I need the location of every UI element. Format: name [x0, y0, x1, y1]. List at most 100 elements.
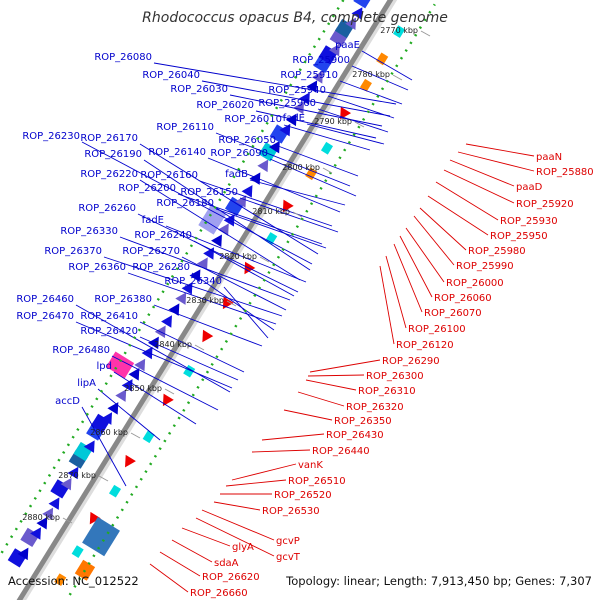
- topology-text: Topology: linear; Length: 7,913,450 bp; …: [285, 574, 592, 588]
- forward-gene-arrow: [257, 159, 269, 173]
- reverse-label-leader: [181, 527, 231, 547]
- kbp-tick-label: 2790 kbp: [314, 117, 352, 126]
- reverse-gene-block: [359, 78, 372, 92]
- reverse-gene-label: ROP_26310: [358, 386, 416, 397]
- map-title: Rhodococcus opacus B4, complete genome: [142, 10, 448, 26]
- forward-gene-label: paaE: [335, 40, 360, 51]
- forward-label-leader: [255, 110, 377, 139]
- forward-gene-arrow: [115, 389, 127, 402]
- forward-gene-arrow: [328, 43, 340, 57]
- forward-gene-arrow: [235, 195, 247, 208]
- kbp-tick-label: 2810 kbp: [252, 207, 290, 216]
- forward-gene-arrow: [279, 123, 291, 137]
- forward-gene-arrow: [241, 185, 253, 198]
- forward-label-leader: [193, 240, 295, 297]
- forward-gene-label: ROP_26460: [16, 294, 74, 305]
- forward-label-leader: [269, 158, 357, 197]
- reverse-gene-block: [305, 167, 318, 181]
- reverse-label-leader: [201, 509, 275, 541]
- kbp-tick-label: 2860 kbp: [90, 428, 128, 437]
- forward-gene-arrow: [268, 140, 280, 154]
- reverse-label-leader: [159, 551, 201, 577]
- forward-label-leader: [111, 355, 219, 411]
- forward-gene-label: ROP_26180: [156, 198, 214, 209]
- reverse-label-leader: [419, 207, 467, 251]
- forward-label-leader: [181, 256, 287, 311]
- forward-label-leader: [103, 256, 283, 317]
- forward-gene-label: ROP_26090: [210, 148, 268, 159]
- reverse-label-leader: [405, 227, 445, 283]
- forward-gene-label: ROP_26030: [170, 84, 228, 95]
- reverse-label-leader: [449, 159, 515, 187]
- reverse-gene-label: paaD: [516, 182, 543, 193]
- reverse-gene-label: ROP_26120: [396, 340, 454, 351]
- reverse-gene-label: vanK: [298, 460, 323, 471]
- reverse-label-leader: [297, 391, 345, 407]
- forward-label-leader: [327, 95, 395, 119]
- kbp-tick-label: 2870 kbp: [58, 471, 96, 480]
- reverse-gene-label: ROP_26320: [346, 402, 404, 413]
- forward-gene-label: ROP_26010: [224, 114, 282, 125]
- reverse-label-leader: [305, 379, 357, 391]
- forward-gene-arrow: [312, 71, 323, 84]
- forward-gene-label: ROP_26140: [148, 147, 206, 158]
- forward-gene-arrow: [128, 368, 140, 381]
- forward-label-leader: [139, 143, 319, 255]
- reverse-label-leader: [149, 563, 189, 593]
- reverse-gene-arrow: [244, 261, 256, 275]
- reverse-gene-label: ROP_25990: [456, 261, 514, 272]
- forward-gene-label: ROP_25960: [258, 98, 316, 109]
- forward-gene-label: ROP_26150: [180, 187, 238, 198]
- forward-gene-label: ROP_26470: [16, 311, 74, 322]
- reverse-gene-block: [265, 232, 278, 245]
- kbp-tick-mark: [194, 344, 205, 351]
- reverse-gene-arrow: [222, 296, 234, 310]
- forward-gene-arrow: [175, 292, 187, 305]
- forward-label-leader: [215, 208, 327, 249]
- forward-gene-label: ROP_26260: [78, 203, 136, 214]
- forward-label-leader: [215, 132, 351, 187]
- forward-label-leader: [249, 179, 346, 206]
- forward-gene-arrow: [60, 477, 72, 491]
- forward-gene-arrow: [42, 507, 54, 521]
- reverse-label-leader: [213, 501, 261, 511]
- reverse-gene-label: ROP_25920: [516, 199, 574, 210]
- reverse-gene-label: ROP_26520: [274, 490, 332, 501]
- forward-gene-block: [353, 0, 373, 9]
- forward-gene-arrow: [107, 402, 119, 415]
- reverse-label-leader: [225, 479, 287, 487]
- reverse-gene-arrow: [282, 199, 294, 213]
- reverse-label-leader: [457, 151, 535, 172]
- forward-label-leader: [113, 371, 197, 425]
- reverse-gene-arrow: [162, 393, 174, 407]
- forward-label-leader: [75, 321, 233, 389]
- forward-gene-arrow: [161, 315, 172, 328]
- reverse-label-leader: [307, 374, 365, 377]
- forward-gene-arrow: [217, 223, 229, 236]
- gene-features-layer: [7, 0, 406, 600]
- gene-labels-layer: ROP_26080 ROP_26040 paaE ROP_25900 ROP_26030…: [16, 40, 593, 599]
- forward-gene-label: fadB: [225, 169, 248, 180]
- feature-block: [198, 204, 227, 235]
- kbp-tick-mark: [420, 30, 431, 37]
- reverse-gene-label: glyA: [232, 542, 254, 553]
- forward-gene-label: lpd: [97, 361, 112, 372]
- reverse-gene-label: gcvP: [276, 536, 300, 547]
- reverse-label-leader: [465, 143, 535, 157]
- forward-gene-label: ROP_26480: [52, 345, 110, 356]
- reverse-gene-label: ROP_26060: [434, 293, 492, 304]
- forward-gene-arrow: [83, 440, 95, 453]
- reverse-gene-label: ROP_26300: [366, 371, 424, 382]
- forward-label-leader: [137, 213, 299, 293]
- forward-gene-label: ROP_26340: [164, 276, 222, 287]
- forward-gene-label: fadE: [283, 113, 305, 124]
- reverse-gene-block: [142, 430, 155, 444]
- forward-label-leader: [199, 180, 333, 227]
- forward-label-leader: [81, 406, 127, 487]
- forward-gene-label: ROP_26370: [44, 246, 102, 257]
- kbp-ticks-layer: 2770 kbp 2780 kbp 2790 kbp 2800 kbp 2810 kbp…: [0, 0, 436, 600]
- forward-gene-label: ROP_26080: [94, 52, 152, 63]
- kbp-tick-label: 2820 kbp: [219, 252, 257, 261]
- reverse-label-leader: [443, 169, 515, 204]
- reverse-gene-label: ROP_26070: [424, 308, 482, 319]
